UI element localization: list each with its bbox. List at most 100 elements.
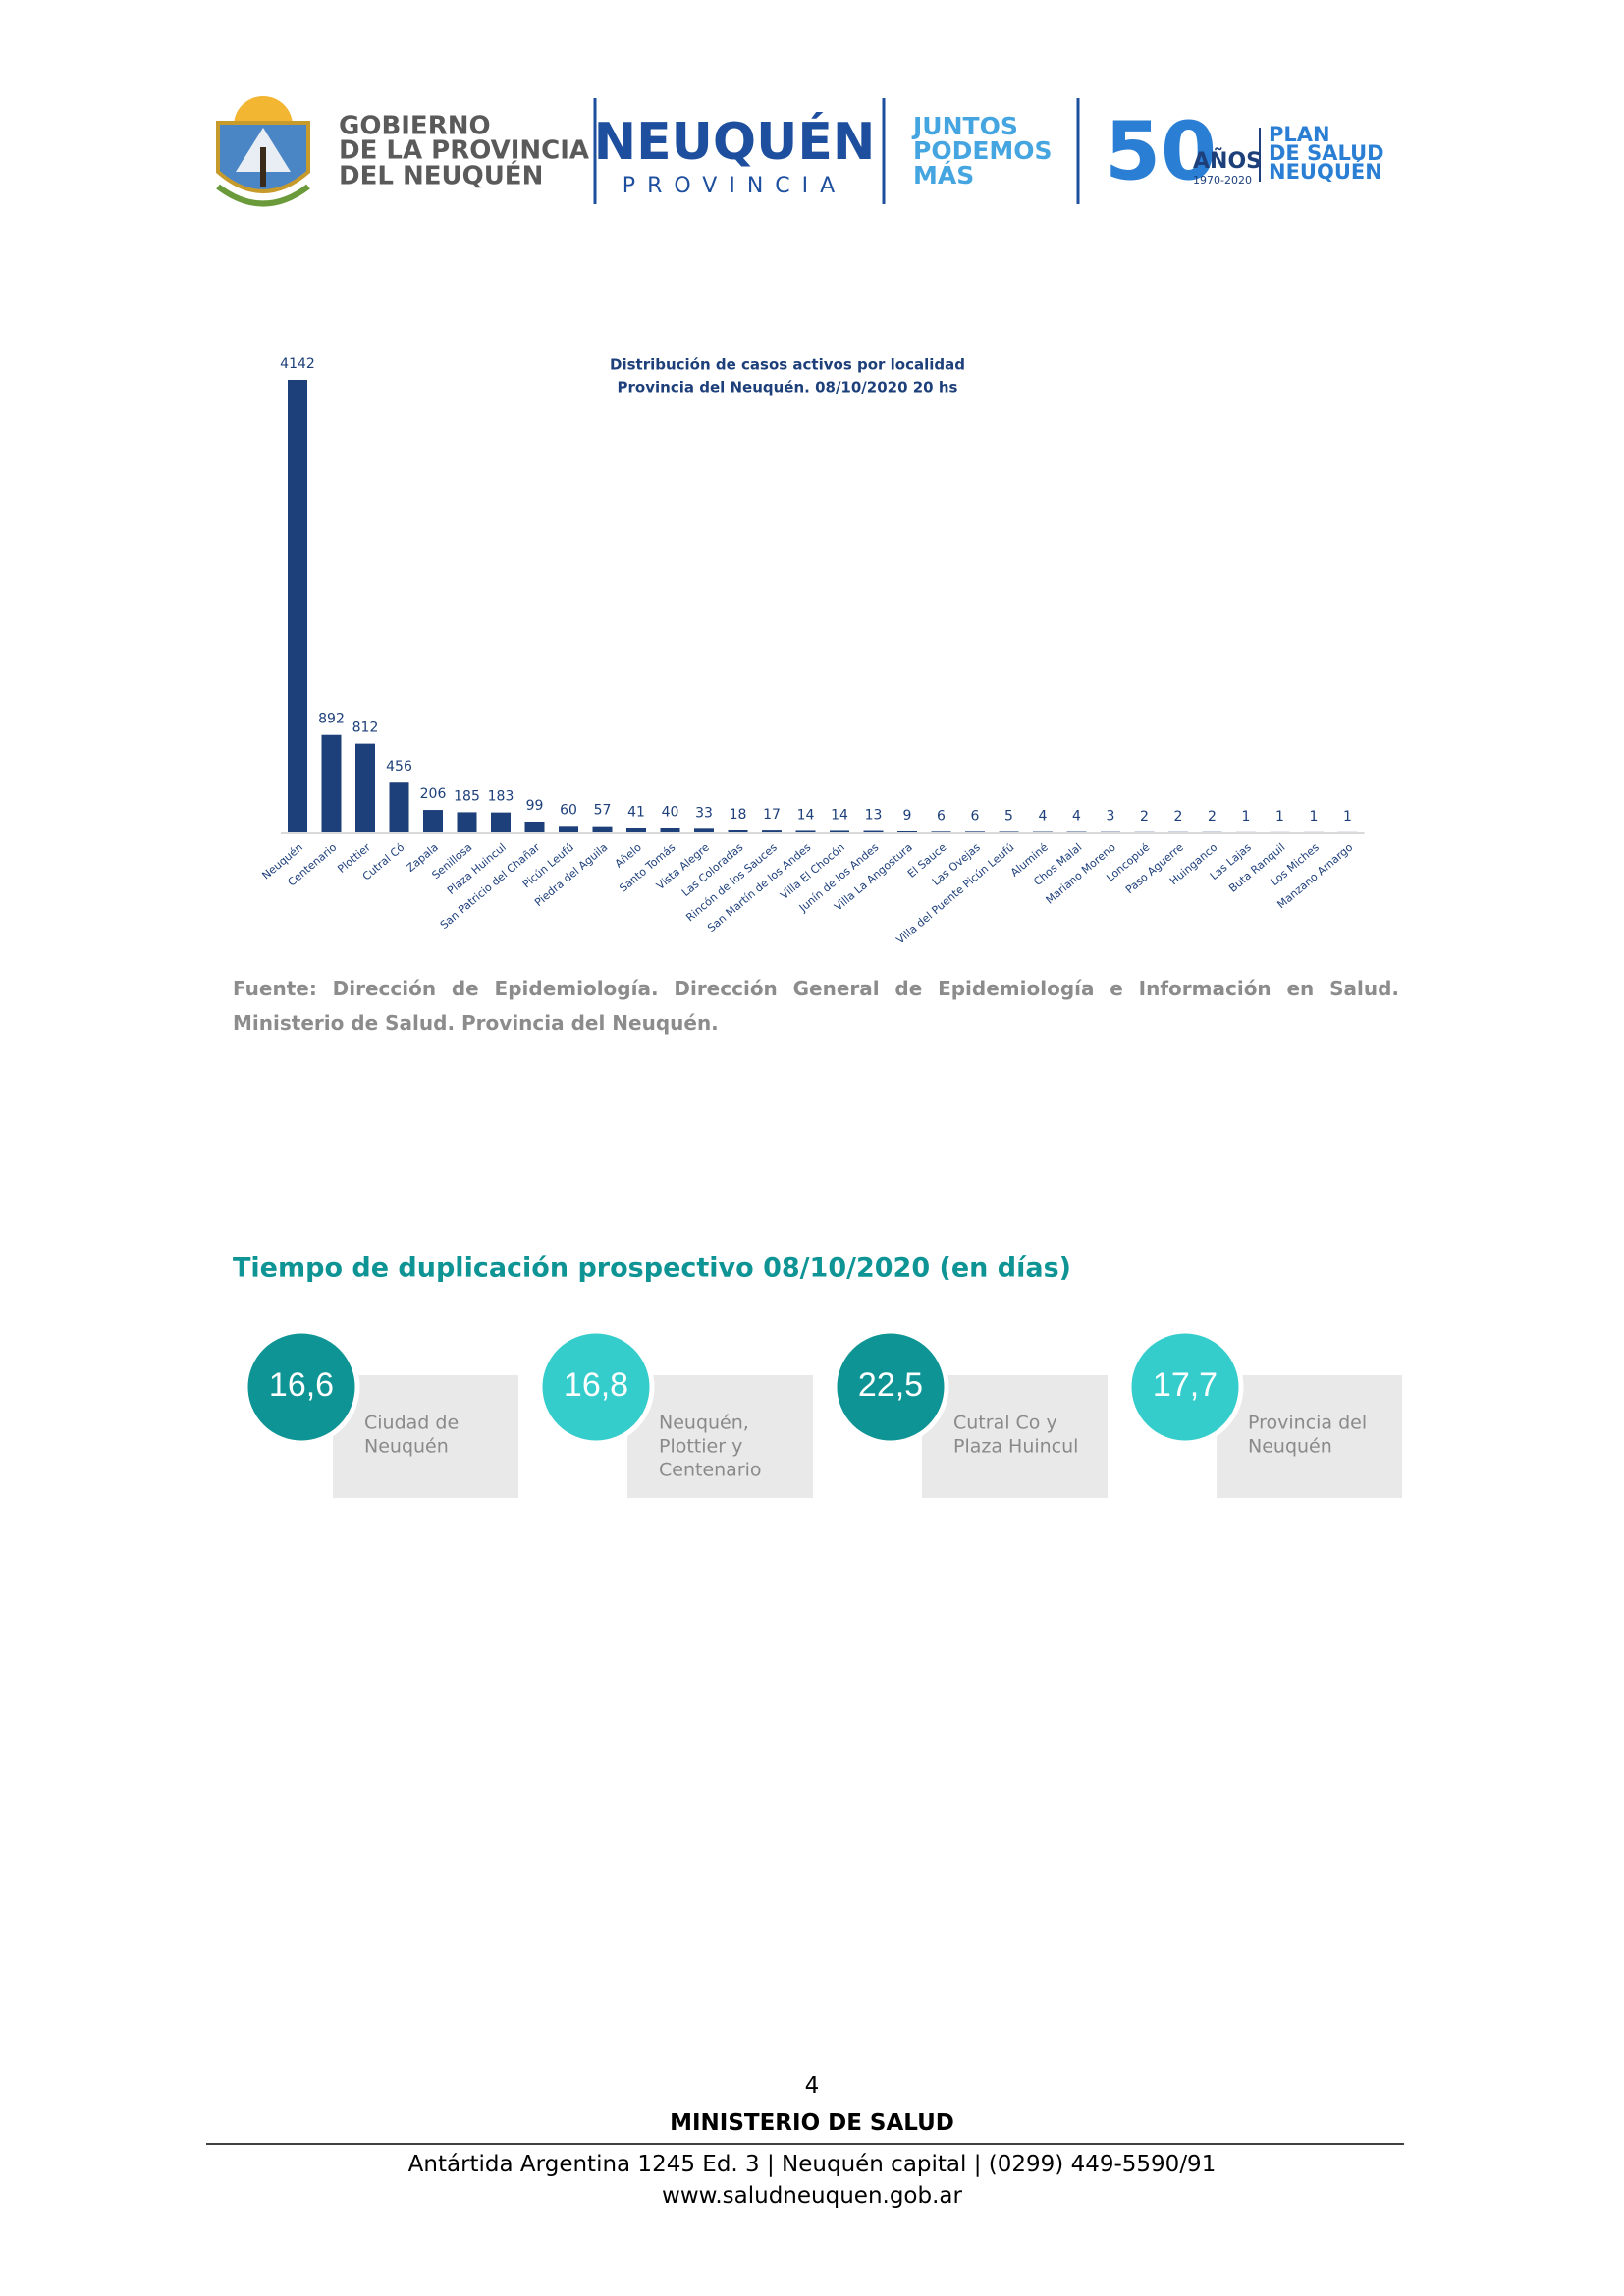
source-note: Fuente: Dirección de Epidemiología. Dire…: [233, 977, 1399, 1035]
provincial-shield: [216, 96, 310, 207]
bar: [965, 831, 985, 832]
bar: [660, 828, 680, 832]
value-label: 4: [1039, 809, 1048, 825]
bar: [423, 810, 443, 832]
value-label: 5: [1004, 808, 1013, 824]
bar: [999, 831, 1019, 832]
bar: [694, 828, 714, 832]
gov-line: DE LA PROVINCIA: [339, 136, 589, 166]
value-label: 60: [560, 802, 577, 818]
value-label: 4: [1072, 809, 1081, 825]
value-label: 456: [386, 759, 412, 774]
value-label: 4142: [280, 356, 315, 372]
gov-line: DEL NEUQUÉN: [339, 160, 543, 191]
card-label: Plaza Huincul: [953, 1436, 1078, 1458]
value-label: 1: [1343, 809, 1352, 825]
bar: [559, 826, 578, 832]
anniversary-number: 50: [1105, 105, 1217, 198]
value-label: 1: [1310, 809, 1319, 825]
value-label: 892: [318, 712, 345, 727]
value-label: 33: [695, 805, 713, 821]
card-label: Provincia del: [1248, 1413, 1367, 1434]
value-label: 41: [627, 804, 645, 820]
bar: [457, 812, 477, 832]
value-label: 99: [526, 798, 544, 814]
card-box: [922, 1375, 1108, 1498]
section-title: Tiempo de duplicación prospectivo 08/10/…: [233, 1254, 1071, 1284]
website: www.saludneuquen.gob.ar: [662, 2183, 962, 2209]
bar: [897, 830, 917, 832]
bar: [795, 830, 816, 832]
slogan-line: MÁS: [913, 161, 974, 189]
bar: [728, 829, 748, 832]
gov-line: GOBIERNO: [339, 112, 491, 141]
bar: [931, 831, 951, 832]
plan-line: DE SALUD: [1269, 141, 1384, 165]
card-value: 17,7: [1153, 1366, 1218, 1404]
address: Antártida Argentina 1245 Ed. 3 | Neuquén…: [407, 2152, 1217, 2177]
bar: [491, 812, 511, 832]
value-label: 17: [763, 807, 781, 823]
value-label: 183: [488, 789, 514, 805]
bar: [524, 821, 545, 832]
anniversary-years: 1970-2020: [1193, 174, 1252, 187]
bar: [830, 830, 849, 832]
card-value: 22,5: [858, 1366, 923, 1404]
bar: [626, 828, 646, 832]
bar: [762, 830, 782, 832]
value-label: 6: [937, 808, 946, 824]
card-label: Neuquén,: [659, 1413, 749, 1434]
card-value: 16,8: [564, 1366, 628, 1404]
page-number: 4: [804, 2073, 820, 2099]
chart-title: Distribución de casos activos por locali…: [610, 356, 965, 374]
value-label: 2: [1208, 809, 1217, 825]
bar: [288, 380, 307, 832]
card-label: Centenario: [659, 1460, 762, 1481]
value-label: 185: [454, 788, 480, 804]
card-label: Plottier y: [659, 1436, 742, 1458]
card-label: Cutral Co y: [953, 1413, 1057, 1434]
value-label: 18: [730, 807, 747, 823]
value-label: 57: [594, 803, 612, 819]
brand: NEUQUÉN: [594, 112, 876, 172]
bar: [389, 782, 409, 832]
value-label: 812: [352, 721, 379, 736]
value-label: 14: [831, 807, 848, 823]
bar: [321, 734, 342, 832]
card-badge: [537, 1328, 655, 1446]
ministry: MINISTERIO DE SALUD: [670, 2110, 954, 2136]
bar: [863, 830, 884, 832]
card-value: 16,6: [269, 1366, 334, 1404]
card-badge: [832, 1328, 949, 1446]
value-label: 206: [420, 786, 447, 802]
slogan-line: PODEMOS: [913, 136, 1053, 165]
value-label: 40: [662, 805, 679, 821]
value-label: 13: [865, 808, 883, 824]
card-box: [627, 1375, 813, 1498]
card-label: Neuquén: [364, 1436, 449, 1458]
card-label: Neuquén: [1248, 1436, 1332, 1458]
card-badge: [1126, 1328, 1244, 1446]
value-label: 3: [1107, 809, 1115, 825]
bar: [592, 826, 613, 832]
slogan-line: JUNTOS: [911, 112, 1018, 140]
value-label: 2: [1140, 809, 1149, 825]
value-label: 14: [797, 807, 815, 823]
chart-title: Provincia del Neuquén. 08/10/2020 20 hs: [618, 379, 958, 397]
value-label: 2: [1174, 809, 1183, 825]
anniversary-word: AÑOS: [1193, 148, 1262, 174]
value-label: 9: [903, 808, 912, 824]
value-label: 1: [1275, 809, 1284, 825]
value-label: 1: [1242, 809, 1251, 825]
card-label: Ciudad de: [364, 1413, 459, 1434]
plan-line: PLAN: [1269, 123, 1330, 146]
card-badge: [243, 1328, 360, 1446]
brand-sub: PROVINCIA: [623, 174, 846, 198]
plan-line: NEUQUÉN: [1269, 159, 1382, 184]
bar: [355, 743, 375, 832]
card-box: [1217, 1375, 1402, 1498]
card-box: [333, 1375, 518, 1498]
value-label: 6: [971, 808, 980, 824]
